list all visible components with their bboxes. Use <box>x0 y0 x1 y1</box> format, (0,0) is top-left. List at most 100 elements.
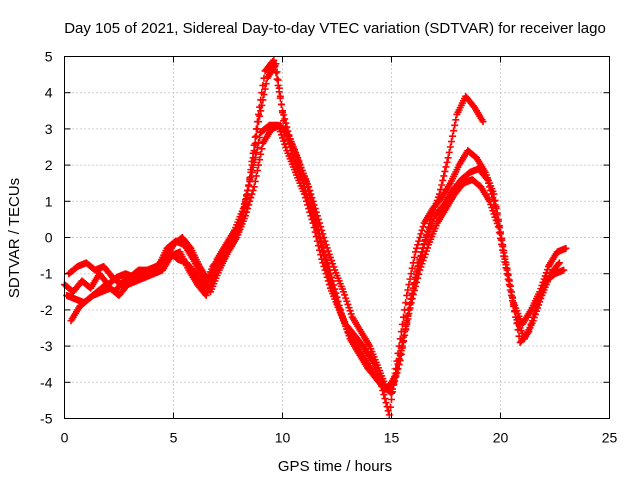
data-point <box>253 125 261 133</box>
data-point <box>499 246 507 254</box>
data-point <box>250 183 258 191</box>
data-point <box>251 139 259 147</box>
data-point <box>304 183 312 191</box>
data-point <box>399 313 407 321</box>
data-point <box>419 223 427 231</box>
data-point <box>258 101 266 109</box>
data-point <box>247 194 255 202</box>
y-tick-label: -3 <box>40 338 53 354</box>
x-tick-label: 20 <box>493 430 509 446</box>
data-point <box>500 252 508 260</box>
data-point <box>342 294 350 302</box>
data-point <box>529 317 537 325</box>
data-point <box>331 285 339 293</box>
data-point <box>411 282 419 290</box>
data-point <box>281 140 289 148</box>
data-point <box>256 112 264 120</box>
data-point <box>506 286 514 294</box>
data-point <box>323 259 331 267</box>
data-point <box>346 307 354 315</box>
data-point <box>256 133 264 141</box>
data-point <box>399 337 407 345</box>
data-point <box>486 197 494 205</box>
data-point <box>423 244 431 252</box>
data-point <box>407 299 415 307</box>
x-tick-label: 25 <box>602 430 618 446</box>
data-point <box>249 186 257 194</box>
data-point <box>311 212 319 220</box>
data-point <box>325 250 333 258</box>
y-tick-label: -1 <box>40 266 53 282</box>
data-point <box>415 270 423 278</box>
data-point <box>280 117 288 125</box>
data-point <box>492 203 500 211</box>
data-point <box>421 237 429 245</box>
data-point <box>340 288 348 296</box>
data-point <box>439 176 447 184</box>
y-tick-label: -5 <box>40 411 53 427</box>
data-point <box>494 223 502 231</box>
data-point <box>419 257 427 265</box>
data-point <box>344 300 352 308</box>
data-point <box>390 378 398 386</box>
data-point <box>442 163 450 171</box>
data-point <box>276 92 284 100</box>
data-point <box>532 307 540 315</box>
data-point <box>417 263 425 271</box>
data-point <box>261 85 269 93</box>
data-point <box>490 190 498 198</box>
x-tick-label: 15 <box>384 430 400 446</box>
data-point <box>249 154 257 162</box>
data-point <box>340 316 348 324</box>
data-point <box>414 241 422 249</box>
data-point <box>446 143 454 151</box>
data-point <box>384 407 392 415</box>
data-point <box>510 302 518 310</box>
data-point <box>272 60 280 68</box>
data-point <box>530 314 538 322</box>
data-point <box>341 319 349 327</box>
data-point <box>386 403 394 411</box>
data-point <box>415 237 423 245</box>
data-point <box>535 301 543 309</box>
data-point <box>330 281 338 289</box>
data-point <box>451 121 459 129</box>
data-point <box>406 304 414 312</box>
data-point <box>284 131 292 139</box>
data-layer <box>61 56 570 419</box>
data-point <box>243 192 251 200</box>
data-point <box>246 176 254 184</box>
data-point <box>493 209 501 217</box>
data-point <box>416 255 424 263</box>
data-point <box>277 131 285 139</box>
data-point <box>338 313 346 321</box>
data-point <box>301 176 309 184</box>
data-point <box>255 161 263 169</box>
data-point <box>405 281 413 289</box>
data-point <box>280 137 288 145</box>
data-point <box>245 201 253 209</box>
data-point <box>255 118 263 126</box>
data-point <box>253 143 261 151</box>
data-point <box>302 179 310 187</box>
data-point <box>275 84 283 92</box>
data-point <box>251 177 259 185</box>
data-point <box>255 138 263 146</box>
data-point <box>345 332 353 340</box>
data-point <box>382 399 390 407</box>
grid-layer <box>64 56 610 419</box>
data-point <box>495 229 503 237</box>
data-point <box>341 291 349 299</box>
data-point <box>324 262 332 270</box>
data-point <box>438 181 446 189</box>
data-point <box>389 379 397 387</box>
data-point <box>279 109 286 117</box>
data-point <box>501 258 509 266</box>
data-point <box>328 273 336 281</box>
data-point <box>248 161 256 169</box>
data-point <box>508 297 516 305</box>
chart-title: Day 105 of 2021, Sidereal Day-to-day VTE… <box>64 20 606 37</box>
data-point <box>498 240 506 248</box>
data-point <box>418 226 426 234</box>
data-point <box>308 200 316 208</box>
